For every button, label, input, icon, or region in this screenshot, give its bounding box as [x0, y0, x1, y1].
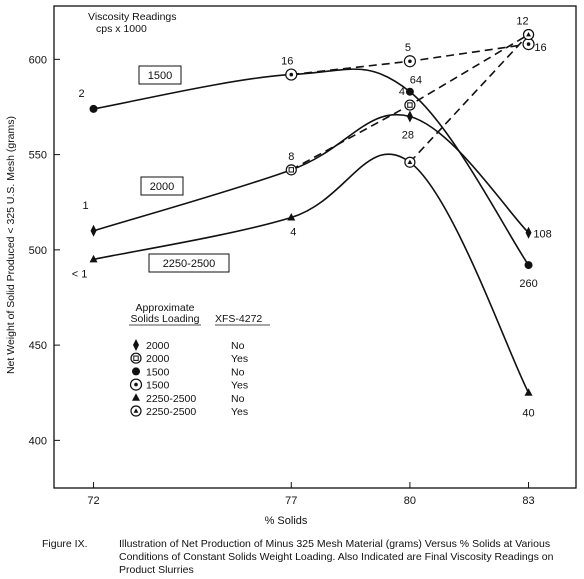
- data-point-dot: [405, 87, 414, 96]
- chart: 1 28 108 8 4 12 2 16 64 260 5 16 < 1 4 40 400 450 500 550…: [5, 5, 577, 527]
- curve-label-1500: 1500: [148, 70, 172, 82]
- legend-loading: 2000: [146, 340, 170, 352]
- legend-marker-triangle: [132, 393, 140, 401]
- data-point-ring-triangle: [404, 156, 416, 168]
- curve-label-box-1500: [138, 65, 182, 85]
- data-point-square-circle: [285, 164, 297, 176]
- data-point-dot: [524, 261, 533, 270]
- caption-figure-number: Figure IX.: [42, 538, 88, 550]
- x-tick-label: 72: [87, 495, 99, 507]
- viscosity-label: 5: [405, 42, 411, 54]
- legend-loading: 2250-2500: [146, 393, 196, 405]
- viscosity-label: 64: [410, 75, 422, 87]
- y-axis-label: Net Weight of Solid Produced < 325 U.S. …: [5, 116, 17, 374]
- legend-title-line2: Solids Loading: [131, 313, 200, 325]
- x-tick-label: 80: [404, 495, 416, 507]
- legend-xfs: No: [231, 366, 245, 378]
- legend-xfs: No: [231, 340, 245, 352]
- viscosity-label: < 1: [72, 268, 88, 280]
- data-point-ring-dot: [522, 38, 535, 51]
- y-tick-label: 400: [29, 435, 47, 447]
- legend-marker-ring-dot: [129, 378, 143, 391]
- legend-loading: 2000: [146, 353, 170, 365]
- y-tick-label: 600: [29, 54, 47, 66]
- data-point-diamond: [525, 226, 532, 239]
- legend-xfs: Yes: [231, 406, 248, 418]
- y-tick-label: 550: [29, 150, 47, 162]
- viscosity-header-line2: cps x 1000: [96, 23, 147, 35]
- curve-label-2000: 2000: [150, 181, 174, 193]
- viscosity-label: 16: [534, 42, 546, 54]
- data-point-square-circle: [404, 99, 416, 111]
- viscosity-label: 2: [78, 88, 84, 100]
- data-point-triangle: [524, 388, 533, 396]
- legend-marker-ring-triangle: [130, 405, 142, 417]
- legend-loading: 2250-2500: [146, 406, 196, 418]
- legend-title-line1: Approximate: [136, 302, 195, 314]
- data-point-triangle: [89, 254, 98, 263]
- axis-ticks: [54, 58, 530, 488]
- legend-loading: 1500: [146, 380, 170, 392]
- series-line-2250-2500-yes: [409, 34, 530, 163]
- viscosity-label: 16: [281, 56, 293, 68]
- viscosity-label: 260: [519, 278, 537, 290]
- y-tick-label: 500: [29, 245, 47, 257]
- x-tick-label: 83: [522, 495, 534, 507]
- viscosity-label: 4: [399, 86, 405, 98]
- legend-marker-dot: [132, 367, 140, 376]
- viscosity-label: 40: [522, 408, 534, 420]
- legend-xfs: Yes: [231, 353, 248, 365]
- series-line-1500-no: [93, 68, 530, 266]
- series-markers: [89, 28, 535, 396]
- caption-text: Illustration of Net Production of Minus …: [119, 538, 554, 576]
- series-line-2250-2500-no: [93, 153, 530, 394]
- point-labels: 1 28 108 8 4 12 2 16 64 260 5 16 < 1 4 40: [72, 16, 552, 420]
- viscosity-header-line1: Viscosity Readings: [88, 11, 177, 23]
- data-point-ring-dot: [403, 55, 417, 68]
- legend-xfs: No: [231, 393, 245, 405]
- data-point-diamond: [90, 224, 97, 237]
- y-tick-label: 450: [29, 340, 47, 352]
- legend-marker-square-circle: [130, 352, 142, 364]
- data-point-ring-triangle: [522, 28, 535, 41]
- viscosity-label: 1: [82, 200, 88, 212]
- legend-xfs: Yes: [231, 380, 248, 392]
- viscosity-label: 108: [533, 229, 551, 241]
- legend-loading: 1500: [146, 366, 170, 378]
- viscosity-label: 4: [290, 226, 296, 238]
- legend: Approximate Solids Loading XFS-4272 2000…: [129, 302, 270, 418]
- legend-marker-diamond: [133, 339, 139, 351]
- viscosity-label: 28: [402, 129, 414, 141]
- x-tick-label: 77: [285, 495, 297, 507]
- data-point-diamond: [406, 110, 413, 123]
- curve-label-box-2000: [140, 176, 184, 196]
- curve-label-box-2250-2500: [148, 253, 230, 273]
- legend-column2-header: XFS-4272: [215, 313, 262, 325]
- tick-labels: 400 450 500 550 600 72 77 80 83: [29, 54, 535, 507]
- series-line-2000-no: [93, 114, 530, 234]
- viscosity-label: 12: [516, 16, 528, 28]
- viscosity-label: 8: [288, 151, 294, 163]
- data-point-dot: [89, 104, 98, 113]
- data-point-triangle: [287, 212, 296, 221]
- data-point-ring-dot: [285, 68, 298, 81]
- curve-label-2250-2500: 2250-2500: [163, 258, 216, 270]
- x-axis-label: % Solids: [265, 515, 308, 527]
- plot-frame: [53, 5, 577, 489]
